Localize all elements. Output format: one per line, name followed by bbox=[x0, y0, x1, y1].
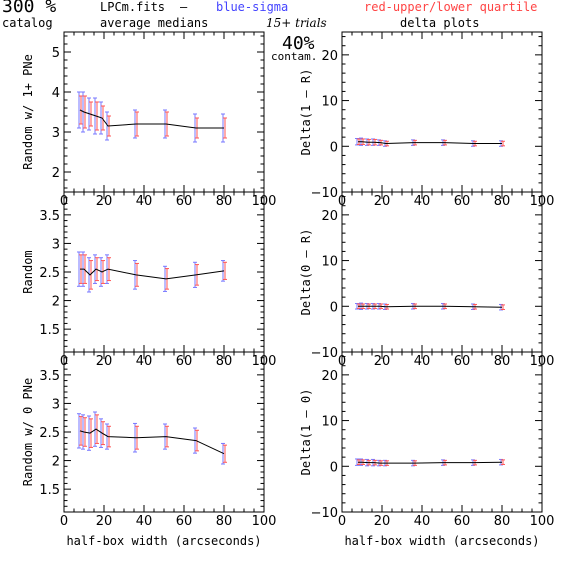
left-top-ylabel: Random w/ 1+ PNe bbox=[21, 54, 35, 170]
right-top-xtick-label: 40 bbox=[414, 194, 431, 209]
left-middle-frame bbox=[63, 191, 265, 353]
left-top-xtick-label: 60 bbox=[176, 194, 193, 209]
left-bottom-xtick-label: 80 bbox=[216, 514, 233, 529]
header-file: LPCm.fits bbox=[100, 0, 166, 14]
right-bottom-xtick-label: 100 bbox=[530, 514, 555, 529]
right-bottom-xlabel: half-box width (arcseconds) bbox=[344, 534, 539, 548]
right-middle-ytick-label: 10 bbox=[321, 255, 338, 270]
left-top-ytick-label: 4 bbox=[52, 86, 60, 101]
header-delta-plots: delta plots bbox=[400, 16, 480, 30]
right-middle-ylabel: Delta(0 – R) bbox=[299, 229, 313, 316]
header-percent: 300 % bbox=[2, 0, 57, 17]
left-bottom-xlabel: half-box width (arcseconds) bbox=[66, 534, 261, 548]
left-bottom-ytick-label: 3 bbox=[52, 397, 60, 412]
right-bottom-frame bbox=[341, 351, 543, 513]
left-bottom-ytick-label: 2 bbox=[52, 455, 60, 470]
header-contam-percent: 40% bbox=[282, 33, 315, 54]
right-bottom-xtick-label: 40 bbox=[414, 514, 431, 529]
left-bottom-xtick-label: 60 bbox=[176, 514, 193, 529]
left-top-frame bbox=[63, 31, 265, 193]
left-bottom-xtick-label: 0 bbox=[60, 514, 68, 529]
right-middle-median-line bbox=[358, 305, 503, 308]
left-bottom-median-line bbox=[79, 428, 225, 455]
header-average-medians: average medians bbox=[100, 16, 209, 30]
right-top-ytick-label: −10 bbox=[311, 186, 338, 201]
header-contam: contam. bbox=[271, 50, 318, 63]
left-bottom-ytick-label: 1.5 bbox=[39, 483, 60, 498]
left-top-ytick-label: 3 bbox=[52, 126, 60, 141]
right-bottom-xtick-label: 60 bbox=[454, 514, 471, 529]
header-dash: – bbox=[180, 0, 188, 14]
right-bottom-median-line bbox=[358, 461, 503, 464]
right-bottom-xtick-label: 80 bbox=[494, 514, 511, 529]
right-bottom-ytick-label: 10 bbox=[321, 415, 338, 430]
left-top-median-line bbox=[79, 109, 224, 129]
right-bottom-xtick-label: 20 bbox=[374, 514, 391, 529]
left-bottom-xtick-label: 40 bbox=[136, 514, 153, 529]
right-bottom-ytick-label: −10 bbox=[311, 506, 338, 521]
header-catalog: catalog bbox=[2, 16, 53, 30]
right-bottom-ylabel: Delta(1 – 0) bbox=[299, 389, 313, 476]
left-middle-median-line bbox=[80, 268, 225, 280]
left-top-xtick-label: 20 bbox=[96, 194, 113, 209]
right-top-xtick-label: 20 bbox=[374, 194, 391, 209]
header-blue-sigma: blue-sigma bbox=[216, 0, 289, 14]
right-top-xtick-label: 60 bbox=[454, 194, 471, 209]
left-middle-ylabel: Random bbox=[21, 250, 35, 293]
right-bottom-xtick-label: 0 bbox=[338, 514, 346, 529]
left-middle-ytick-label: 3.5 bbox=[39, 209, 60, 224]
left-top-xtick-label: 80 bbox=[216, 194, 233, 209]
right-middle-frame bbox=[341, 191, 543, 353]
right-top-xtick-label: 80 bbox=[494, 194, 511, 209]
right-middle-xtick-label: 20 bbox=[374, 354, 391, 369]
left-top-ytick-label: 5 bbox=[52, 46, 60, 61]
left-middle-xtick-label: 60 bbox=[176, 354, 193, 369]
left-top-xtick-label: 40 bbox=[136, 194, 153, 209]
right-top-ytick-label: 10 bbox=[321, 95, 338, 110]
left-middle-xtick-label: 80 bbox=[216, 354, 233, 369]
right-middle-xtick-label: 60 bbox=[454, 354, 471, 369]
left-bottom-xtick-label: 20 bbox=[96, 514, 113, 529]
right-bottom-ytick-label: 20 bbox=[321, 369, 338, 384]
right-middle-ytick-label: −10 bbox=[311, 346, 338, 361]
left-bottom-frame bbox=[63, 351, 265, 513]
right-top-ytick-label: 20 bbox=[321, 49, 338, 64]
right-middle-ytick-label: 20 bbox=[321, 209, 338, 224]
header-trials: 15+ trials bbox=[266, 16, 327, 30]
right-middle-xtick-label: 80 bbox=[494, 354, 511, 369]
left-bottom-ylabel: Random w/ 0 PNe bbox=[21, 378, 35, 486]
right-top-median-line bbox=[358, 141, 502, 145]
right-middle-xtick-label: 40 bbox=[414, 354, 431, 369]
left-middle-ytick-label: 2 bbox=[52, 295, 60, 310]
right-top-ytick-label: 0 bbox=[330, 140, 338, 155]
left-bottom-ytick-label: 3.5 bbox=[39, 369, 60, 384]
right-middle-ytick-label: 0 bbox=[330, 300, 338, 315]
header-red-quartile: red-upper/lower quartile bbox=[364, 0, 538, 14]
left-middle-ytick-label: 3 bbox=[52, 237, 60, 252]
left-middle-xtick-label: 20 bbox=[96, 354, 113, 369]
left-middle-ytick-label: 2.5 bbox=[39, 266, 60, 281]
left-middle-ytick-label: 1.5 bbox=[39, 323, 60, 338]
right-top-frame bbox=[341, 31, 543, 193]
right-bottom-ytick-label: 0 bbox=[330, 460, 338, 475]
left-bottom-ytick-label: 2.5 bbox=[39, 426, 60, 441]
left-bottom-xtick-label: 100 bbox=[252, 514, 277, 529]
right-top-ylabel: Delta(1 – R) bbox=[299, 69, 313, 156]
left-middle-xtick-label: 40 bbox=[136, 354, 153, 369]
left-top-ytick-label: 2 bbox=[52, 166, 60, 181]
